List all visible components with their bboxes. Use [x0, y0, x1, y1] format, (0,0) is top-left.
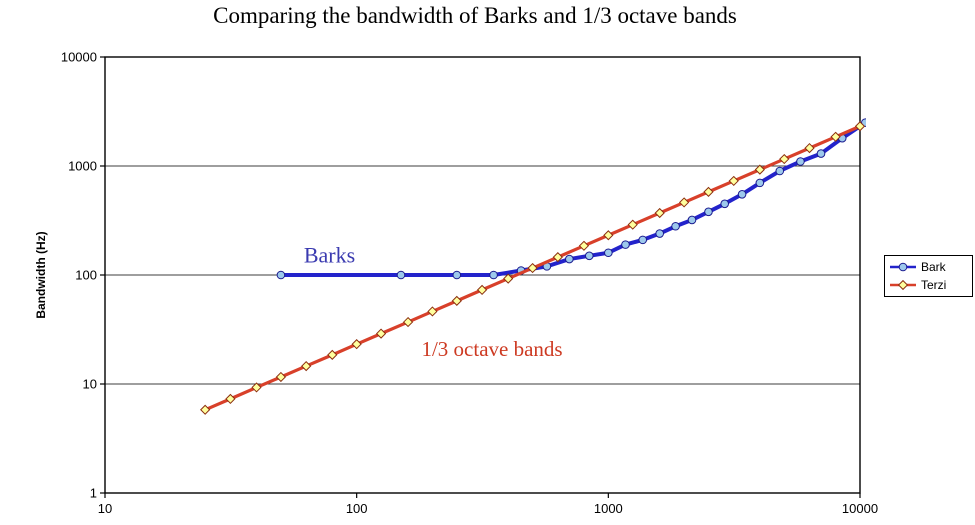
circle-marker-icon [452, 270, 462, 280]
series-terzi [200, 121, 866, 415]
diamond-marker-icon [654, 207, 665, 219]
circle-marker-icon [796, 157, 805, 166]
circle-marker-icon [396, 270, 406, 280]
circle-marker-icon [816, 149, 826, 158]
circle-marker-icon [898, 262, 908, 272]
diamond-marker-icon [603, 230, 614, 241]
diamond-marker-icon [451, 295, 462, 306]
diamond-marker-icon [327, 349, 338, 360]
diamond-marker-icon [779, 153, 790, 165]
circle-marker-icon [737, 190, 747, 199]
diamond-marker-icon [897, 279, 909, 291]
diamond-marker-icon [375, 328, 387, 339]
circle-marker-icon [775, 166, 785, 176]
diamond-marker-icon [503, 273, 514, 284]
circle-marker-icon [671, 221, 680, 231]
circle-marker-icon [584, 251, 594, 261]
diamond-marker-icon [251, 382, 262, 393]
legend: Bark Terzi [884, 255, 973, 297]
circle-marker-icon [638, 235, 648, 245]
x-tick-label: 10 [98, 501, 112, 516]
diamond-marker-icon [351, 339, 362, 350]
legend-label-bark: Bark [921, 260, 946, 274]
axis-ticks [100, 56, 861, 498]
circle-marker-icon [621, 240, 630, 249]
diamond-marker-icon [678, 197, 690, 208]
diamond-marker-icon [301, 360, 312, 372]
y-tick-label: 10000 [61, 50, 97, 65]
diamond-marker-icon [754, 164, 765, 175]
diamond-marker-icon [552, 252, 563, 263]
diamond-marker-icon [527, 262, 538, 274]
circle-marker-icon [704, 207, 713, 217]
bark-line-sample-icon [890, 262, 916, 272]
diamond-marker-icon [578, 240, 590, 251]
diamond-marker-icon [200, 404, 211, 415]
circle-marker-icon [489, 270, 498, 280]
annotation-barks: Barks [304, 243, 355, 268]
circle-marker-icon [604, 248, 613, 258]
circle-marker-icon [755, 178, 765, 188]
diamond-marker-icon [854, 121, 866, 132]
diamond-marker-icon [476, 284, 488, 296]
diamond-marker-icon [830, 131, 841, 142]
diamond-marker-icon [427, 306, 438, 317]
circle-marker-icon [565, 254, 574, 264]
diamond-marker-icon [402, 316, 414, 328]
y-tick-label: 1 [90, 486, 97, 501]
circle-marker-icon [720, 199, 730, 209]
diamond-marker-icon [225, 393, 236, 405]
y-tick-label: 10 [83, 377, 97, 392]
series-bark [276, 118, 866, 280]
legend-item-terzi: Terzi [889, 279, 972, 291]
legend-label-terzi: Terzi [921, 278, 947, 292]
circle-marker-icon [687, 215, 697, 225]
diamond-marker-icon [804, 143, 815, 154]
diamond-marker-icon [275, 371, 287, 383]
diamond-marker-icon [627, 219, 638, 230]
diamond-marker-icon [703, 186, 714, 197]
annotation-1-3-octave-bands: 1/3 octave bands [421, 337, 562, 361]
x-tick-label: 10000 [842, 501, 878, 516]
terzi-line-sample-icon [890, 279, 916, 291]
chart-title: Comparing the bandwidth of Barks and 1/3… [213, 3, 737, 28]
x-tick-label: 100 [346, 501, 368, 516]
diamond-marker-icon [728, 175, 739, 187]
legend-item-bark: Bark [889, 261, 972, 273]
circle-marker-icon [276, 270, 286, 280]
x-tick-label: 1000 [594, 501, 623, 516]
y-tick-label: 1000 [68, 159, 97, 174]
y-tick-label: 100 [75, 268, 97, 283]
circle-marker-icon [655, 229, 665, 238]
